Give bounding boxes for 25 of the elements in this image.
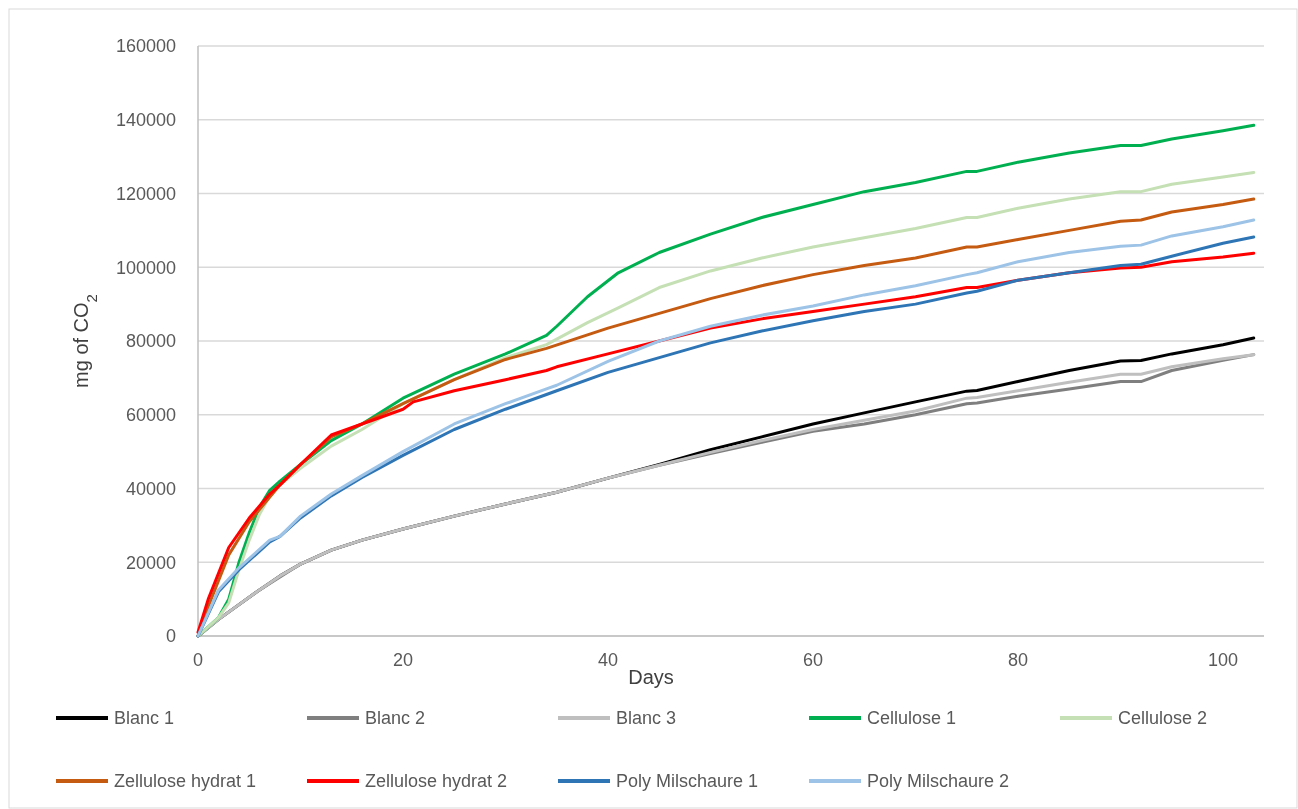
y-tick-label: 80000	[125, 331, 176, 352]
y-tick-label: 160000	[115, 36, 176, 57]
legend-label: Blanc 1	[114, 708, 175, 729]
y-tick-label: 0	[165, 626, 176, 647]
x-tick-label: 80	[1007, 650, 1029, 670]
legend-label: Poly Milschaure 2	[867, 771, 1010, 792]
y-tick-label: 40000	[125, 478, 176, 499]
legend-label: Zellulose hydrat 2	[365, 771, 508, 792]
y-tick-label: 20000	[125, 552, 176, 573]
legend-label: Cellulose 1	[867, 708, 957, 729]
legend-label: Zellulose hydrat 1	[114, 771, 257, 792]
x-tick-label: 40	[597, 650, 619, 670]
y-tick-label: 140000	[115, 110, 176, 131]
y-tick-label: 60000	[125, 405, 176, 426]
x-tick-label: 0	[192, 650, 204, 670]
x-tick-label: 60	[802, 650, 824, 670]
x-tick-label: 20	[392, 650, 414, 670]
legend-label: Poly Milschaure 1	[616, 771, 759, 792]
legend-label: Blanc 2	[365, 708, 426, 729]
legend-label: Blanc 3	[616, 708, 677, 729]
y-tick-label: 100000	[115, 257, 176, 278]
legend-label: Cellulose 2	[1118, 708, 1208, 729]
x-tick-label: 100	[1207, 650, 1239, 670]
x-axis-title: Days	[628, 666, 674, 688]
y-tick-label: 120000	[115, 183, 176, 204]
